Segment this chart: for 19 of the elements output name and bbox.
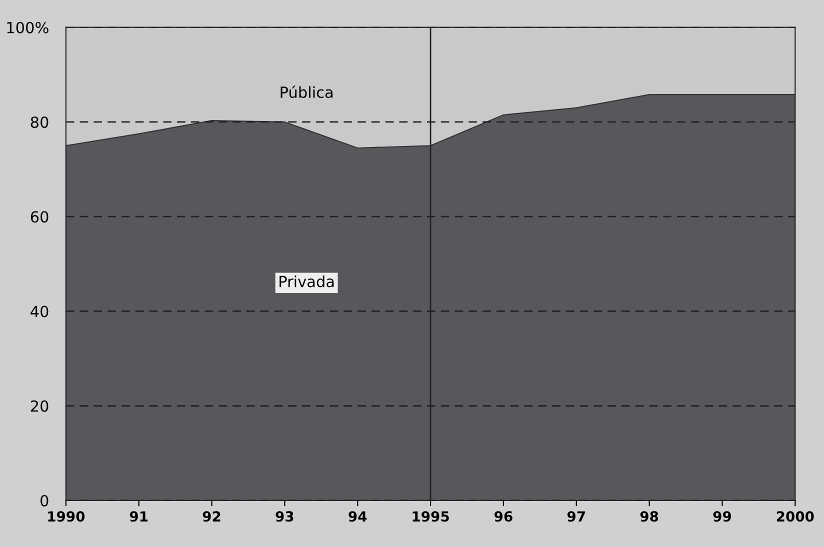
x-tick-label: 91 (130, 511, 148, 522)
x-tick-label: 96 (494, 511, 512, 522)
x-tick-label: 97 (567, 511, 585, 522)
x-tick-label: 99 (713, 511, 732, 522)
y-tick-label: 100% (7, 22, 48, 34)
x-tick-label: 93 (276, 511, 294, 522)
x-tick-label: 1990 (48, 511, 85, 522)
y-tick-label: 40 (30, 306, 48, 318)
x-tick-label: 92 (202, 511, 220, 522)
x-tick-label: 1995 (412, 511, 449, 522)
y-tick-label: 0 (40, 494, 48, 507)
series-label: Privada (280, 275, 334, 288)
y-tick-label: 20 (30, 400, 48, 412)
series-label: Pública (280, 86, 332, 98)
y-tick-label: 80 (30, 116, 48, 128)
x-tick-label: 98 (640, 511, 658, 522)
y-tick-label: 60 (30, 211, 48, 223)
x-tick-label: 2000 (776, 511, 814, 522)
x-tick-label: 94 (348, 511, 367, 522)
